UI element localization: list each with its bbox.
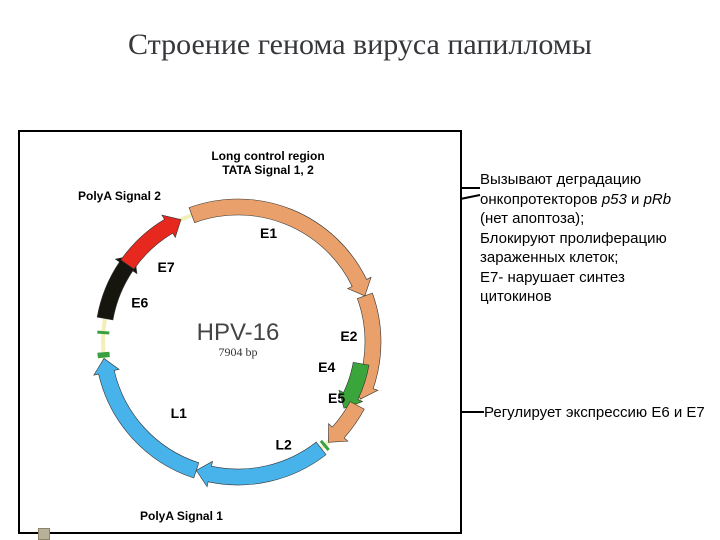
center-sub: 7904 bp xyxy=(219,345,258,359)
segment-E1 xyxy=(189,199,371,296)
segment-L2 xyxy=(196,442,326,487)
label-L2: L2 xyxy=(275,436,292,452)
genome-figure: E6 E7 E1 E2 E4 E5 L2 L1 HPV-167904 bp Long contro… xyxy=(18,130,462,534)
label-E1: E1 xyxy=(260,225,277,241)
annot-top-l6: Е7- нарушает синтез xyxy=(480,268,710,288)
center-label: HPV-16 xyxy=(197,319,280,346)
polya1-label: PolyA Signal 1 xyxy=(140,509,223,523)
label-E4: E4 xyxy=(318,359,335,375)
annot-top-l2: онкопротекторов p53 и pRb xyxy=(480,190,710,210)
top-caption-1: Long control region xyxy=(211,149,324,163)
genome-svg: E6 E7 E1 E2 E4 E5 L2 L1 HPV-167904 bp Long contro… xyxy=(20,132,456,528)
label-E6: E6 xyxy=(131,294,148,310)
label-L1: L1 xyxy=(171,405,188,421)
label-E7: E7 xyxy=(158,259,175,275)
slide: { "title": { "text": "Строение генома ви… xyxy=(0,0,720,540)
title-text: Строение генома вируса папилломы xyxy=(128,28,592,61)
annotation-top: Вызывают деградацию онкопротекторов p53 … xyxy=(480,170,710,307)
annot-top-l1: Вызывают деградацию xyxy=(480,170,710,190)
label-E5: E5 xyxy=(328,390,345,406)
top-caption-2: TATA Signal 1, 2 xyxy=(222,163,314,177)
annotation-bottom: Регулирует экспрессию Е6 и Е7 xyxy=(484,403,714,423)
label-E2: E2 xyxy=(340,328,357,344)
annot-top-l7: цитокинов xyxy=(480,287,710,307)
annot-top-l4: Блокируют пролиферацию xyxy=(480,229,710,249)
polya2-label: PolyA Signal 2 xyxy=(78,189,161,203)
annot-top-l5: зараженных клеток; xyxy=(480,248,710,268)
annot-top-l3: (нет апоптоза); xyxy=(480,209,710,229)
slide-title: Строение генома вируса папилломы xyxy=(0,28,720,62)
annot-bottom-text: Регулирует экспрессию Е6 и Е7 xyxy=(484,404,705,421)
footer-bullet-icon xyxy=(38,528,50,540)
